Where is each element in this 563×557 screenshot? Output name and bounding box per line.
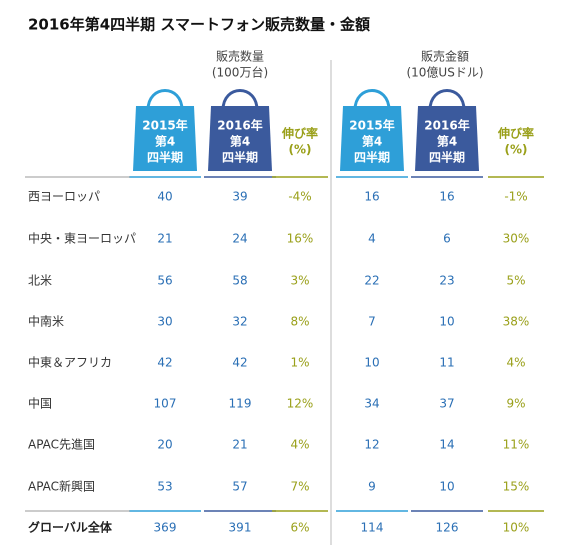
row-label: APAC新興国 bbox=[28, 479, 95, 494]
group-title: 販売数量 bbox=[216, 49, 264, 64]
cell: 11% bbox=[503, 438, 530, 452]
column-header: 2016年 bbox=[217, 118, 262, 133]
cell: 56 bbox=[157, 274, 172, 288]
cell: 32 bbox=[232, 315, 247, 329]
column-header: 第4 bbox=[155, 134, 175, 149]
column-header: 四半期 bbox=[429, 150, 465, 165]
cell: 10% bbox=[503, 521, 530, 535]
cell: 12 bbox=[364, 438, 379, 452]
cell: 3% bbox=[290, 274, 309, 288]
cell: 16 bbox=[439, 190, 454, 204]
bag-handle bbox=[353, 89, 391, 111]
row-label: APAC先進国 bbox=[28, 438, 95, 452]
cell: -1% bbox=[504, 190, 527, 204]
cell: 4 bbox=[368, 232, 376, 246]
cell: 53 bbox=[157, 480, 172, 494]
cell: 16 bbox=[364, 190, 379, 204]
column-header: (%) bbox=[505, 143, 528, 157]
cell: 369 bbox=[154, 521, 177, 535]
title: 2016年第4四半期 スマートフォン販売数量・金額 bbox=[28, 16, 370, 34]
column-header: 四半期 bbox=[354, 150, 390, 165]
cell: 37 bbox=[439, 397, 454, 411]
cell: 10 bbox=[439, 480, 454, 494]
bag bbox=[133, 106, 197, 171]
cell: 10 bbox=[439, 315, 454, 329]
cell: 20 bbox=[157, 438, 172, 452]
row-label: グローバル全体 bbox=[28, 520, 113, 535]
row-label: 中央・東ヨーロッパ bbox=[28, 231, 136, 246]
cell: 39 bbox=[232, 190, 247, 204]
cell: 40 bbox=[157, 190, 172, 204]
cell: 22 bbox=[364, 274, 379, 288]
cell: 42 bbox=[157, 356, 172, 370]
cell: 6% bbox=[290, 521, 309, 535]
bag-handle bbox=[146, 89, 184, 111]
cell: -4% bbox=[288, 190, 311, 204]
cell: 9 bbox=[368, 480, 376, 494]
cell: 21 bbox=[157, 232, 172, 246]
cell: 114 bbox=[361, 521, 384, 535]
cell: 1% bbox=[290, 356, 309, 370]
cell: 14 bbox=[439, 438, 454, 452]
column-header: 四半期 bbox=[147, 150, 183, 165]
column-header: (%) bbox=[289, 143, 312, 157]
cell: 15% bbox=[503, 480, 530, 494]
cell: 34 bbox=[364, 397, 379, 411]
column-header: 第4 bbox=[362, 134, 382, 149]
row-label: 中南米 bbox=[28, 314, 64, 329]
column-header: 伸び率 bbox=[281, 126, 318, 141]
cell: 11 bbox=[439, 356, 454, 370]
cell: 4% bbox=[290, 438, 309, 452]
column-header: 2015年 bbox=[142, 118, 187, 133]
cell: 58 bbox=[232, 274, 247, 288]
cell: 57 bbox=[232, 480, 247, 494]
cell: 4% bbox=[506, 356, 525, 370]
column-header: 2015年 bbox=[349, 118, 394, 133]
column-header: 四半期 bbox=[222, 150, 258, 165]
cell: 30% bbox=[503, 232, 530, 246]
column-header: 第4 bbox=[230, 134, 250, 149]
cell: 6 bbox=[443, 232, 451, 246]
group-unit: (100万台) bbox=[212, 65, 268, 80]
column-header: 伸び率 bbox=[497, 126, 534, 141]
cell: 38% bbox=[503, 315, 530, 329]
row-label: 中東＆アフリカ bbox=[28, 355, 112, 370]
cell: 9% bbox=[506, 397, 525, 411]
bag bbox=[415, 106, 479, 171]
row-label: 中国 bbox=[28, 396, 52, 411]
cell: 21 bbox=[232, 438, 247, 452]
bag bbox=[208, 106, 272, 171]
row-label: 西ヨーロッパ bbox=[28, 190, 100, 204]
bag-handle bbox=[428, 89, 466, 111]
column-header: 第4 bbox=[437, 134, 457, 149]
bag bbox=[340, 106, 404, 171]
cell: 42 bbox=[232, 356, 247, 370]
cell: 16% bbox=[287, 232, 314, 246]
cell: 107 bbox=[154, 397, 177, 411]
bag-handle bbox=[221, 89, 259, 111]
cell: 8% bbox=[290, 315, 309, 329]
cell: 391 bbox=[229, 521, 252, 535]
cell: 7 bbox=[368, 315, 376, 329]
cell: 10 bbox=[364, 356, 379, 370]
group-unit: (10億USドル) bbox=[406, 66, 483, 80]
group-title: 販売金額 bbox=[421, 49, 469, 64]
cell: 24 bbox=[232, 232, 247, 246]
cell: 30 bbox=[157, 315, 172, 329]
cell: 12% bbox=[287, 397, 314, 411]
cell: 23 bbox=[439, 274, 454, 288]
cell: 119 bbox=[229, 397, 252, 411]
cell: 5% bbox=[506, 274, 525, 288]
column-header: 2016年 bbox=[424, 118, 469, 133]
cell: 7% bbox=[290, 480, 309, 494]
cell: 126 bbox=[436, 521, 459, 535]
row-label: 北米 bbox=[28, 274, 52, 288]
